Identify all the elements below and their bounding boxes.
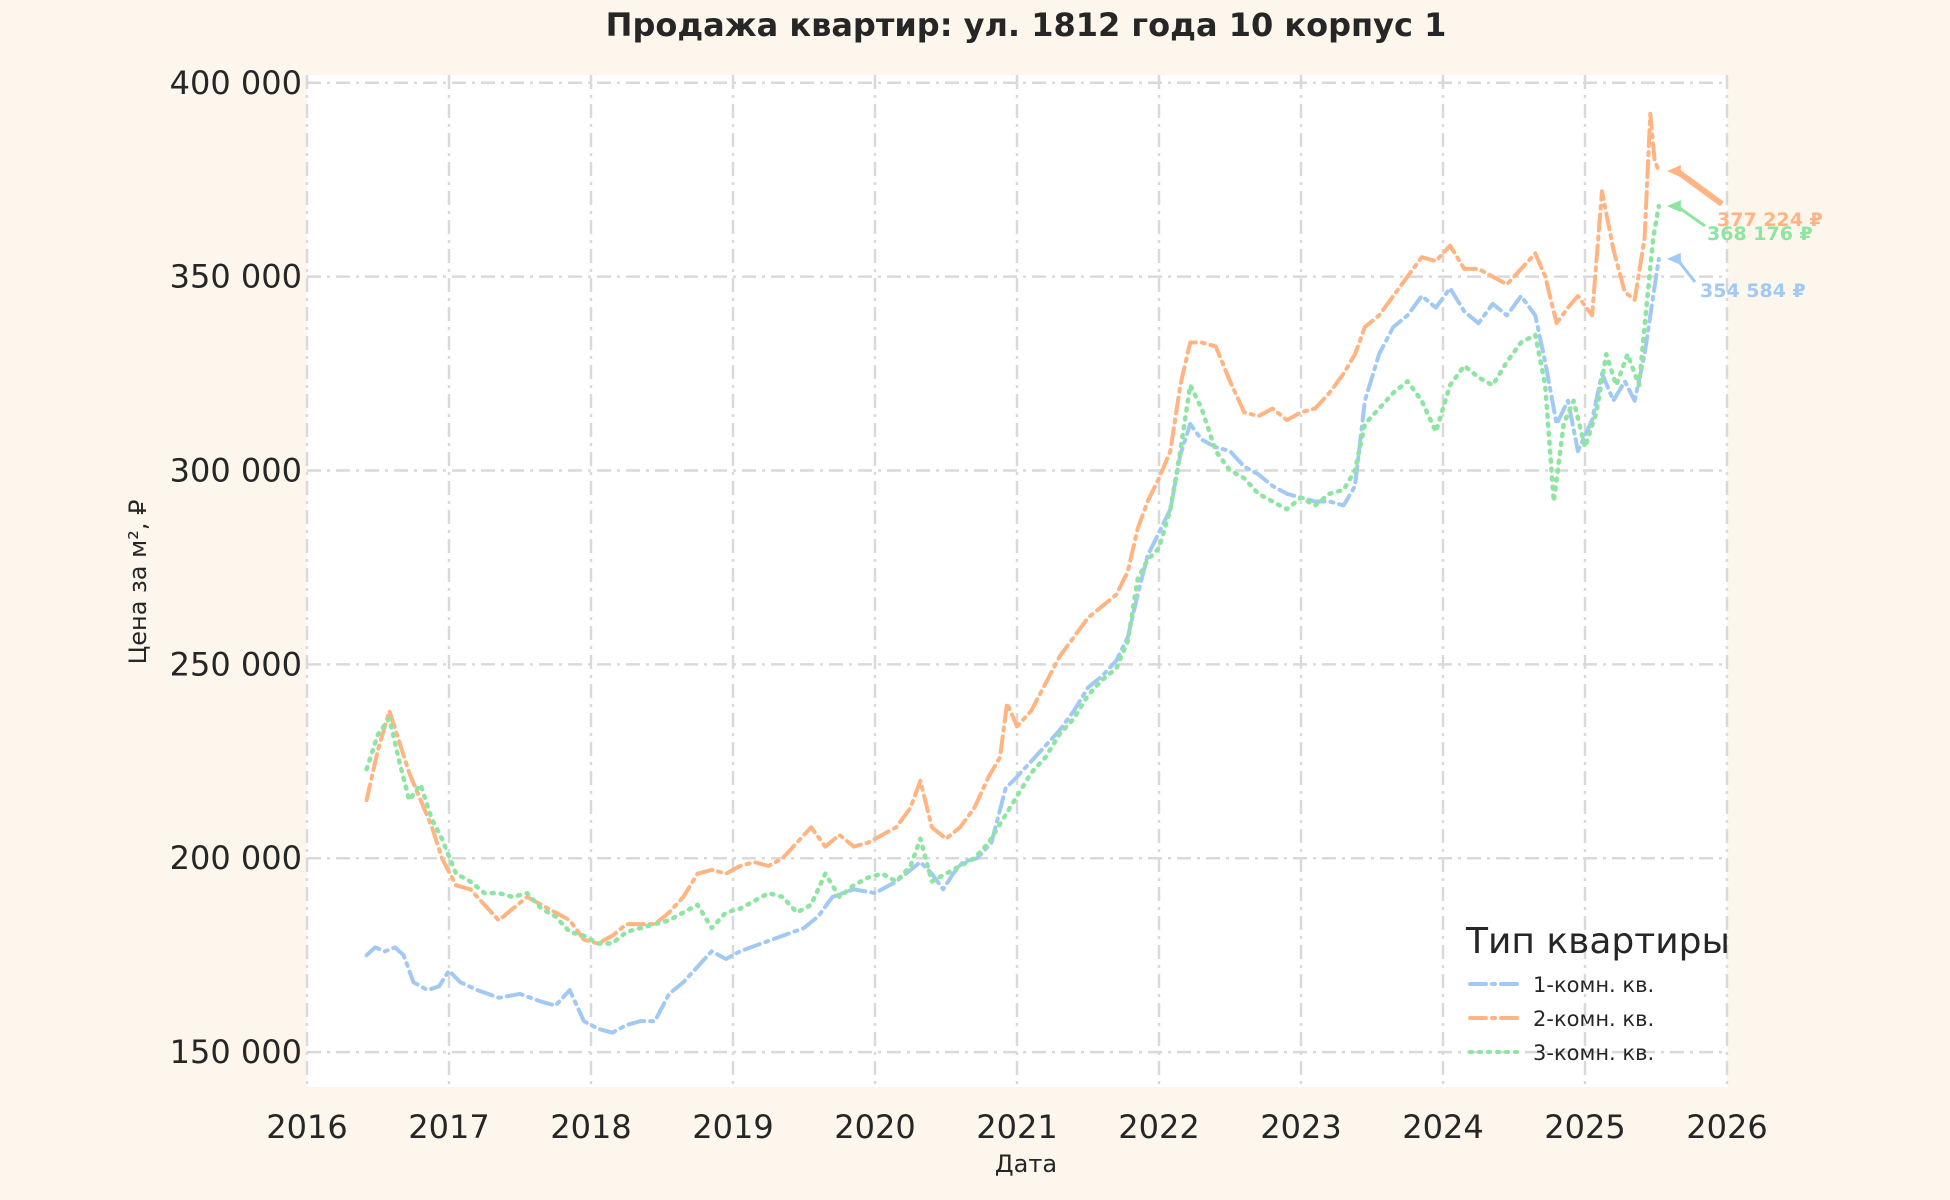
- annotation-arrowhead-0: [1666, 165, 1681, 178]
- x-tick-label-9: 2025: [1544, 1108, 1625, 1146]
- annotation-label-2: 354 584 ₽: [1700, 280, 1806, 302]
- legend-title: Тип квартиры: [1465, 921, 1730, 962]
- y-tick-label-4: 350 000: [170, 258, 302, 296]
- x-tick-label-0: 2016: [266, 1108, 347, 1146]
- x-tick-label-7: 2023: [1260, 1108, 1341, 1146]
- x-tick-label-8: 2024: [1402, 1108, 1483, 1146]
- legend-label-3: 3-комн. кв.: [1533, 1041, 1654, 1065]
- series-line-3: [364, 203, 1662, 946]
- y-tick-label-2: 250 000: [170, 645, 302, 683]
- y-tick-label-3: 300 000: [170, 451, 302, 489]
- x-tick-label-6: 2022: [1118, 1108, 1199, 1146]
- annotation-arrowhead-1: [1666, 200, 1681, 213]
- x-tick-label-3: 2019: [692, 1108, 773, 1146]
- series-line-1: [364, 256, 1661, 1035]
- x-axis-label: Дата: [995, 1150, 1057, 1178]
- x-tick-label-4: 2020: [834, 1108, 915, 1146]
- x-tick-label-2: 2018: [550, 1108, 631, 1146]
- annotation-arrowhead-2: [1666, 252, 1681, 265]
- legend-label-1: 1-комн. кв.: [1533, 973, 1654, 997]
- annotation-arrow-1: [1675, 204, 1706, 228]
- annotation-label-0: 377 224 ₽: [1717, 209, 1823, 231]
- x-tick-label-5: 2021: [976, 1108, 1057, 1146]
- series-lines: [364, 111, 1662, 1035]
- y-tick-label-0: 150 000: [170, 1033, 302, 1071]
- y-tick-label-1: 200 000: [170, 839, 302, 877]
- y-tick-label-5: 400 000: [170, 64, 302, 102]
- legend: Тип квартиры 1-комн. кв. 2-комн. кв. 3-ком…: [1465, 921, 1730, 1065]
- x-tick-label-10: 2026: [1686, 1108, 1767, 1146]
- annotations: 377 224 ₽368 176 ₽ 354 584 ₽: [1666, 165, 1823, 302]
- grid: [305, 75, 1729, 1087]
- x-tick-label-1: 2017: [408, 1108, 489, 1146]
- y-axis-label: Цена за м², ₽: [124, 500, 152, 665]
- annotation-label-1: 368 176 ₽: [1707, 223, 1813, 245]
- legend-label-2: 2-комн. кв.: [1533, 1007, 1654, 1031]
- axes: 2016 2017 2018 2019 2020 2021 2022 2023 2024 2025…: [170, 64, 1768, 1146]
- annotation-arrow-0: [1675, 168, 1724, 207]
- chart-title: Продажа квартир: ул. 1812 года 10 корпус…: [606, 6, 1447, 44]
